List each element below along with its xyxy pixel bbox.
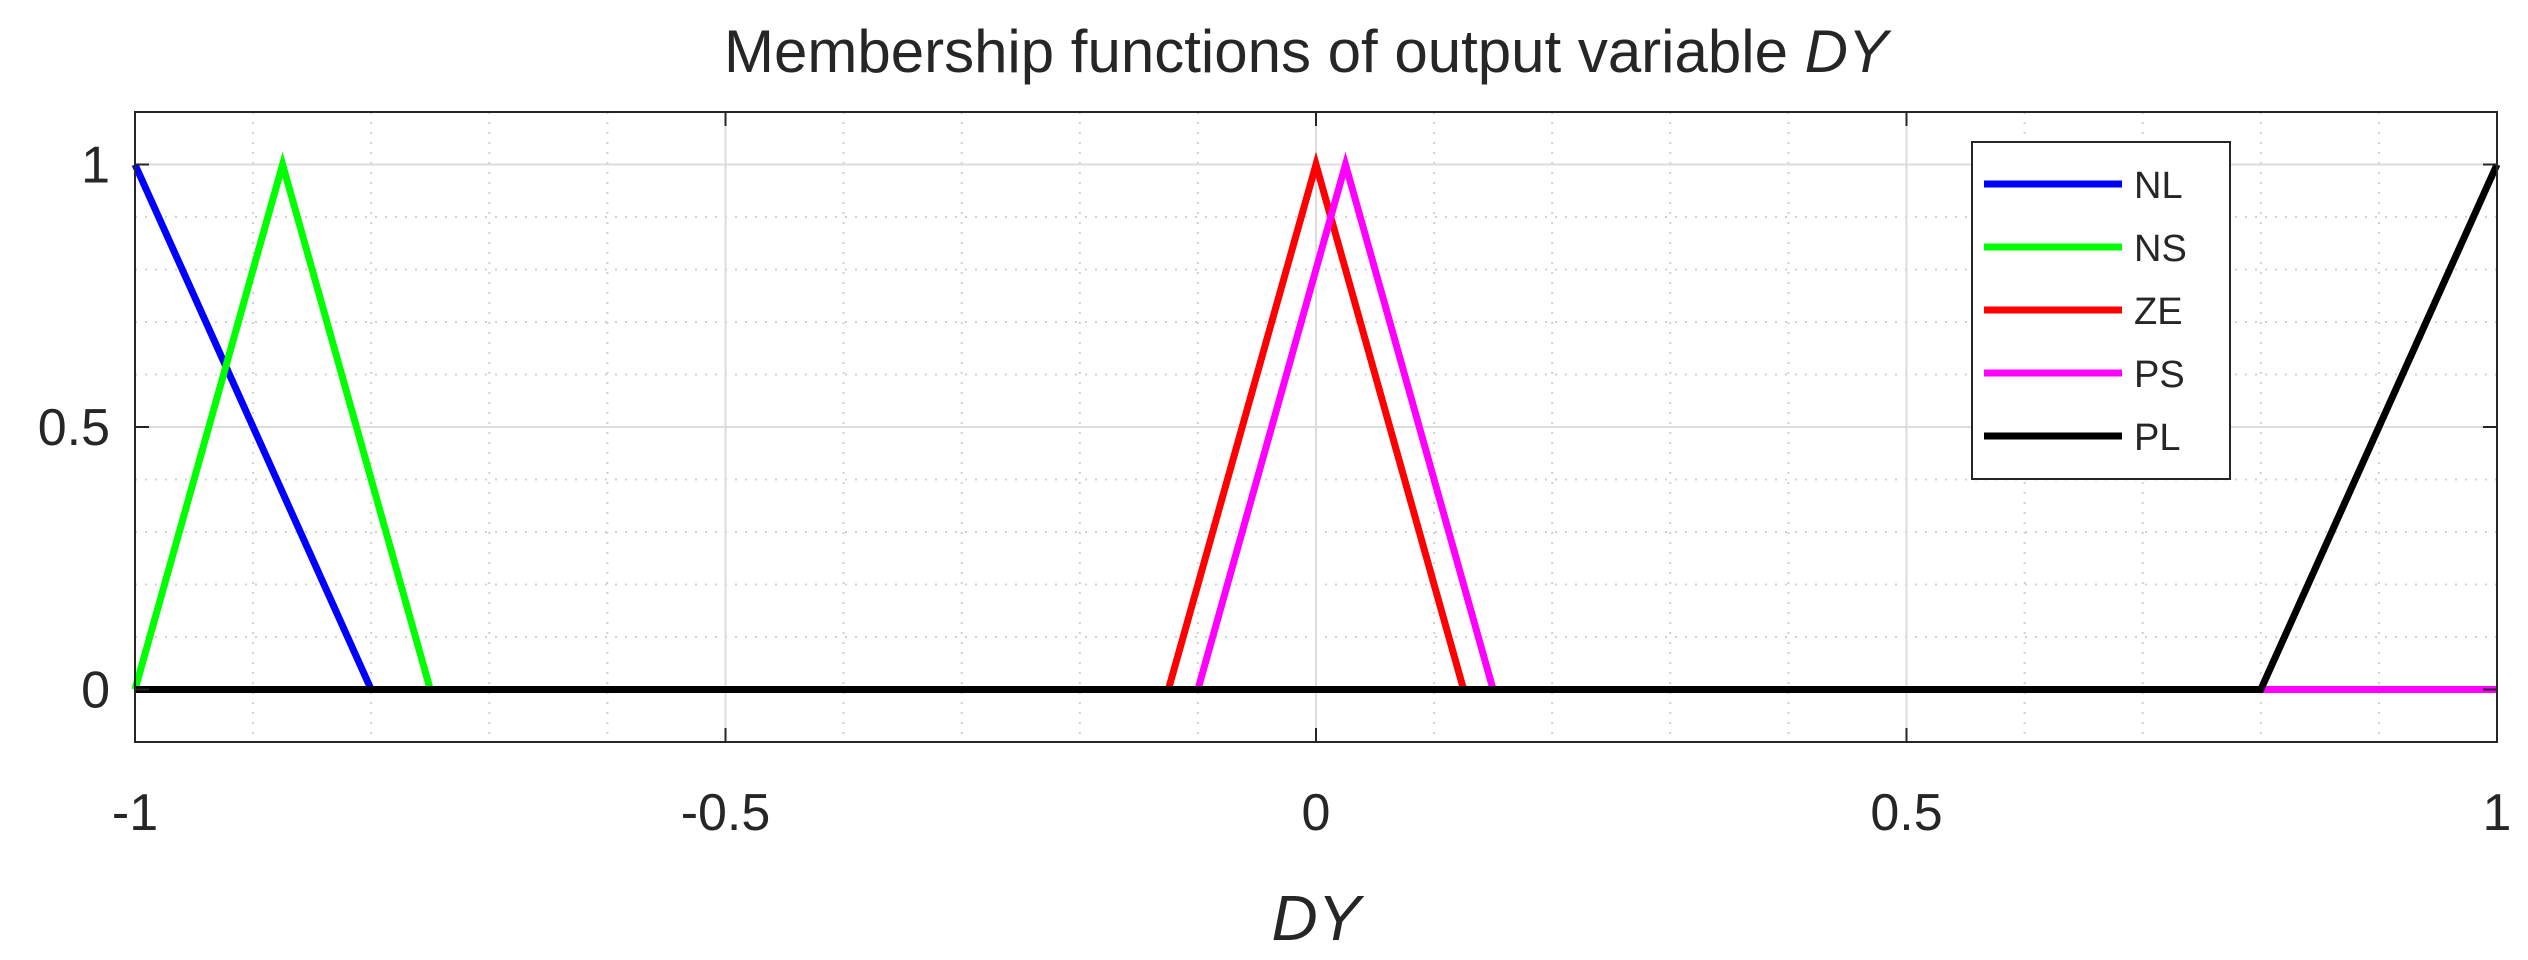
series-line-pl xyxy=(135,163,2501,693)
y-tick-label: 0.5 xyxy=(38,399,110,457)
legend: NL NS ZE PS PL xyxy=(1971,141,2231,480)
x-tick-label: -1 xyxy=(112,784,158,842)
series-group xyxy=(131,151,2501,693)
x-axis-label: DY xyxy=(1272,882,1365,954)
chart-title-variable: DY xyxy=(1805,18,1892,85)
legend-label-ze: ZE xyxy=(2134,291,2183,333)
chart-title-prefix: Membership functions of output variable xyxy=(724,18,1805,85)
legend-label-ps: PS xyxy=(2134,354,2185,396)
x-tick-label: 0 xyxy=(1302,784,1331,842)
y-tick-label: 1 xyxy=(81,137,110,195)
legend-label-ns: NS xyxy=(2134,228,2187,270)
tick-labels: -1 -0.5 0 0.5 1 0 0.5 1 xyxy=(38,112,2512,842)
legend-label-nl: NL xyxy=(2134,165,2183,207)
x-tick-label: 0.5 xyxy=(1870,784,1942,842)
x-tick-label: -0.5 xyxy=(681,784,771,842)
chart-title: Membership functions of output variable … xyxy=(724,18,1892,85)
y-tick-label: 0 xyxy=(81,662,110,720)
x-tick-label: 1 xyxy=(2483,784,2512,842)
legend-label-pl: PL xyxy=(2134,417,2180,459)
